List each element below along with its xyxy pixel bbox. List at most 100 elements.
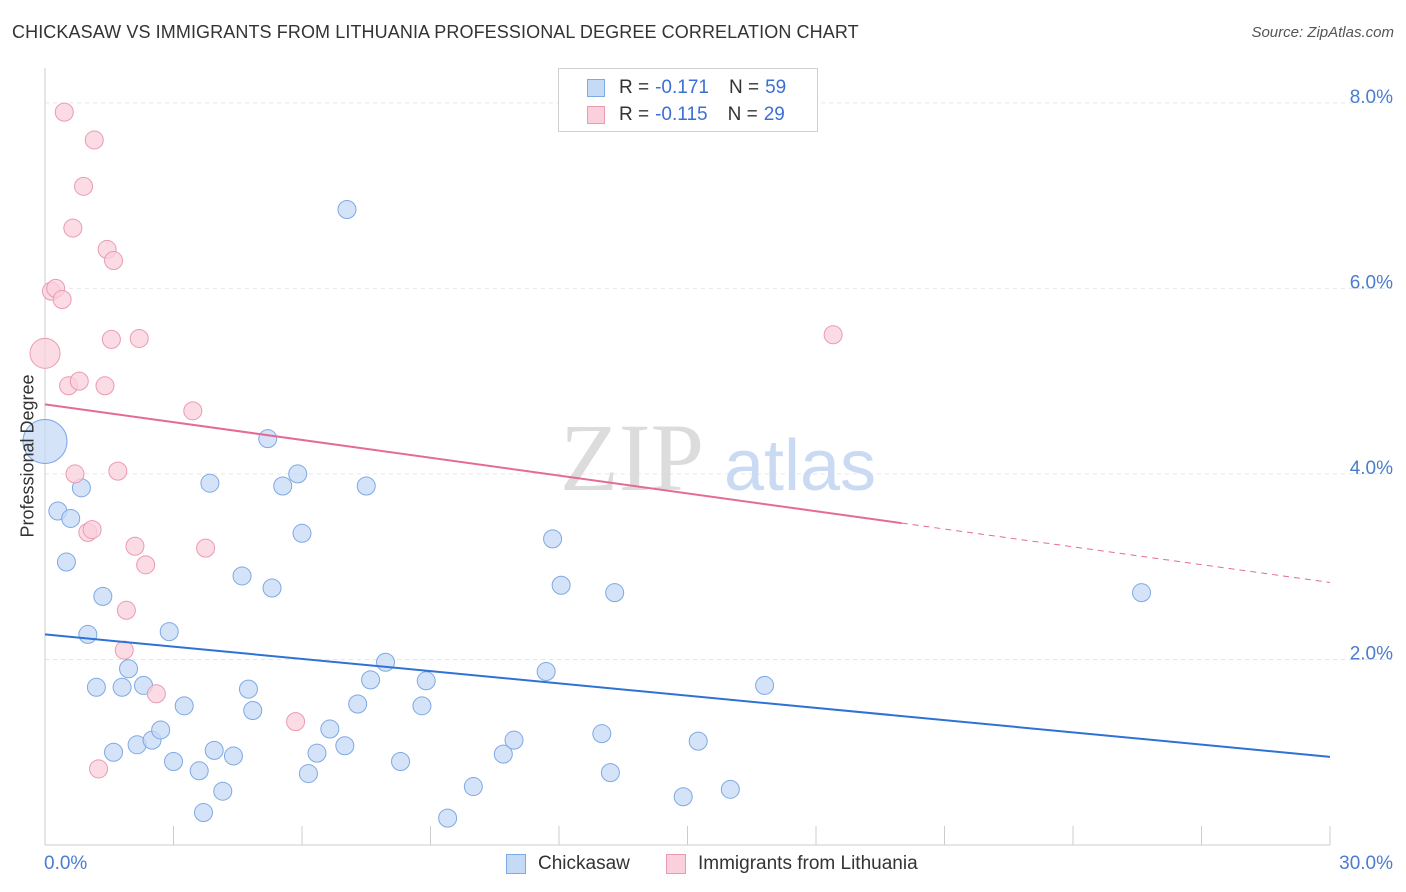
chickasaw-point [243, 700, 263, 720]
y-tick-label: 2.0% [1350, 643, 1393, 664]
chickasaw-point [258, 429, 278, 449]
chickasaw-point [361, 670, 381, 690]
chickasaw-point [93, 586, 113, 606]
lithuania-point [146, 684, 166, 704]
bottom-legend-label: Immigrants from Lithuania [698, 853, 918, 874]
lithuania-point [183, 401, 203, 421]
legend: R = -0.171 N = 59 R = -0.115 N = 29 [558, 68, 818, 132]
chickasaw-point [356, 476, 376, 496]
chickasaw-point [720, 779, 740, 799]
chickasaw-point [536, 662, 556, 682]
bottom-legend-swatch-blue [506, 854, 526, 874]
lithuania-point [63, 218, 83, 238]
chickasaw-point [320, 719, 340, 739]
chickasaw-point [262, 578, 282, 598]
chickasaw-point [543, 529, 563, 549]
watermark: ZIP atlas [560, 404, 876, 511]
chickasaw-point [673, 787, 693, 807]
legend-swatch-blue [587, 79, 605, 97]
points-layer [22, 102, 1152, 828]
grid-layer [45, 102, 1392, 660]
chickasaw-point [493, 744, 513, 764]
legend-r-label: R = [619, 104, 650, 125]
chickasaw-point [335, 736, 355, 756]
lithuania-point [74, 176, 94, 196]
lithuania-point [84, 130, 104, 150]
lithuania-point [89, 759, 109, 779]
legend-n-label: N = [727, 104, 758, 125]
lithuania-point [104, 251, 124, 271]
legend-n-value: 59 [765, 77, 787, 98]
lithuania-point [101, 329, 121, 349]
tick-label-layer: 2.0% 4.0% 6.0% 8.0% 0.0% 30.0% [44, 87, 1393, 874]
lithuania-point [196, 538, 216, 558]
lithuania-point [116, 600, 136, 620]
legend-swatch-pink [587, 106, 605, 124]
legend-n-label: N = [728, 77, 760, 98]
lithuania-point [95, 376, 115, 396]
chickasaw-point [605, 583, 625, 603]
trend-layer [44, 403, 1331, 758]
chickasaw-point [151, 720, 171, 740]
chickasaw-point [376, 652, 396, 672]
legend-r-value: -0.171 [655, 77, 709, 98]
lithuania-point [114, 640, 134, 660]
bottom-legend-swatch-pink [666, 854, 686, 874]
chickasaw-point [600, 763, 620, 783]
chickasaw-point [592, 724, 612, 744]
y-axis-label: Professional Degree [17, 374, 38, 538]
watermark-zip: ZIP [560, 404, 704, 511]
bottom-legend-chickasaw: Chickasaw [506, 852, 630, 876]
chickasaw-point [463, 777, 483, 797]
chickasaw-point [204, 740, 224, 760]
chickasaw-point [551, 575, 571, 595]
chickasaw-point [61, 508, 81, 528]
legend-r-label: R = [619, 77, 650, 98]
chickasaw-point [238, 679, 258, 699]
watermark-atlas: atlas [724, 426, 876, 506]
lithuania-point [65, 464, 85, 484]
lithuania-point [136, 555, 156, 575]
chickasaw-point [688, 731, 708, 751]
chickasaw-point [119, 659, 139, 679]
trend-line-lithuania-extension [901, 522, 1331, 583]
chickasaw-point [1132, 583, 1152, 603]
legend-n-value: 29 [763, 104, 785, 125]
y-tick-label: 8.0% [1350, 87, 1393, 108]
chickasaw-point [292, 523, 312, 543]
lithuania-point [54, 102, 74, 122]
chickasaw-point [189, 761, 209, 781]
chickasaw-point [288, 464, 308, 484]
y-tick-label: 4.0% [1350, 458, 1393, 479]
chickasaw-point [298, 764, 318, 784]
chart-title: CHICKASAW VS IMMIGRANTS FROM LITHUANIA P… [12, 22, 859, 42]
chickasaw-point [307, 743, 327, 763]
chickasaw-point [504, 730, 524, 750]
chickasaw-point [104, 742, 124, 762]
legend-r-value: -0.115 [655, 104, 708, 125]
chickasaw-point [22, 418, 68, 464]
chickasaw-point [174, 696, 194, 716]
chickasaw-point [416, 671, 436, 691]
trend-line-chickasaw [44, 633, 1331, 758]
x-tick-label: 0.0% [44, 853, 87, 874]
y-tick-label: 6.0% [1350, 272, 1393, 293]
lithuania-point [29, 337, 61, 369]
lithuania-point [52, 290, 72, 310]
chickasaw-point [193, 803, 213, 823]
bottom-legend-label: Chickasaw [538, 853, 630, 874]
chickasaw-point [56, 552, 76, 572]
lithuania-point [69, 371, 89, 391]
chickasaw-point [112, 677, 132, 697]
lithuania-point [286, 712, 306, 732]
chickasaw-point [412, 696, 432, 716]
source-label: Source: ZipAtlas.com [1251, 24, 1394, 41]
chickasaw-point [223, 746, 243, 766]
lithuania-point [82, 520, 102, 540]
chickasaw-point [232, 566, 252, 586]
legend-row-chickasaw: R = -0.171 N = 59 [587, 77, 786, 99]
lithuania-point [129, 328, 149, 348]
chickasaw-point [348, 694, 368, 714]
chickasaw-point [755, 675, 775, 695]
